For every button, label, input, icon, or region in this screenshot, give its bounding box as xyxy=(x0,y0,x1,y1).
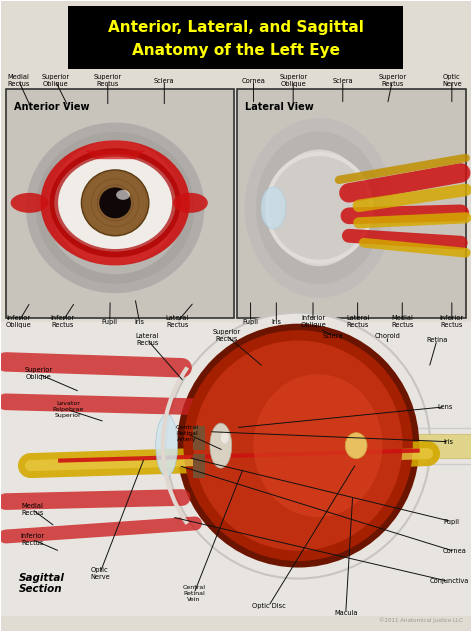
Text: Iris: Iris xyxy=(135,319,145,325)
Text: Lateral
Rectus: Lateral Rectus xyxy=(136,334,159,346)
Ellipse shape xyxy=(10,193,48,213)
Text: Superior
Rectus: Superior Rectus xyxy=(378,74,406,87)
Text: Cornea: Cornea xyxy=(242,78,265,83)
Ellipse shape xyxy=(267,154,371,262)
Ellipse shape xyxy=(254,374,383,517)
Text: Medial
Rectus: Medial Rectus xyxy=(391,315,413,329)
Text: Anterior, Lateral, and Sagittal: Anterior, Lateral, and Sagittal xyxy=(108,20,364,35)
Ellipse shape xyxy=(51,140,180,265)
Text: Inferior
Rectus: Inferior Rectus xyxy=(440,315,464,329)
Text: Sclera: Sclera xyxy=(332,78,353,83)
Text: Sagittal
Section: Sagittal Section xyxy=(18,573,64,594)
Ellipse shape xyxy=(116,190,130,200)
Text: Lateral
Rectus: Lateral Rectus xyxy=(346,315,369,329)
Ellipse shape xyxy=(99,187,131,218)
Bar xyxy=(408,428,474,464)
Ellipse shape xyxy=(36,132,194,284)
Text: Superior
Oblique: Superior Oblique xyxy=(279,74,307,87)
Text: Retina: Retina xyxy=(426,337,447,343)
Ellipse shape xyxy=(26,123,204,293)
Text: Anatomy of the Left Eye: Anatomy of the Left Eye xyxy=(132,43,340,58)
Ellipse shape xyxy=(345,433,367,459)
Ellipse shape xyxy=(271,149,367,266)
Text: Anterior View: Anterior View xyxy=(14,102,89,112)
Text: Superior
Rectus: Superior Rectus xyxy=(94,74,122,87)
Text: Sclera: Sclera xyxy=(322,333,343,339)
Text: Medial
Rectus: Medial Rectus xyxy=(8,74,30,87)
Bar xyxy=(193,426,205,449)
Text: Levator
Palpebrae
Superior: Levator Palpebrae Superior xyxy=(53,401,84,418)
Ellipse shape xyxy=(194,341,402,550)
Text: Central
Retinal
Vein: Central Retinal Vein xyxy=(182,585,206,602)
Text: Inferior
Rectus: Inferior Rectus xyxy=(20,533,45,546)
Text: Superior
Oblique: Superior Oblique xyxy=(24,367,53,380)
Text: Inferior
Rectus: Inferior Rectus xyxy=(50,315,74,329)
Bar xyxy=(6,88,234,318)
Text: Lateral
Rectus: Lateral Rectus xyxy=(165,315,189,329)
Ellipse shape xyxy=(210,423,232,468)
Text: Pupil: Pupil xyxy=(243,319,258,325)
Text: Cornea: Cornea xyxy=(443,549,467,554)
Polygon shape xyxy=(85,150,145,159)
Ellipse shape xyxy=(221,432,229,444)
Ellipse shape xyxy=(166,313,430,578)
Text: Macula: Macula xyxy=(334,611,357,616)
Ellipse shape xyxy=(261,187,286,229)
Text: ©2011 Anatomical Justice LLC: ©2011 Anatomical Justice LLC xyxy=(379,617,463,623)
Bar xyxy=(193,454,205,478)
Ellipse shape xyxy=(46,142,184,274)
Ellipse shape xyxy=(183,330,413,561)
Text: Medial
Rectus: Medial Rectus xyxy=(21,503,44,516)
Bar xyxy=(0,322,471,616)
Text: Optic
Nerve: Optic Nerve xyxy=(90,567,109,580)
Bar xyxy=(408,434,474,458)
Text: Superior
Rectus: Superior Rectus xyxy=(213,329,241,343)
Bar xyxy=(68,6,403,68)
Text: Central
Retinal
Artery: Central Retinal Artery xyxy=(175,425,199,442)
Ellipse shape xyxy=(82,170,149,236)
Ellipse shape xyxy=(245,118,393,298)
Text: Conjunctiva: Conjunctiva xyxy=(429,578,468,585)
Bar xyxy=(237,88,466,318)
Text: Lens: Lens xyxy=(437,404,453,410)
Text: Iris: Iris xyxy=(444,439,454,445)
Text: Inferior
Oblique: Inferior Oblique xyxy=(6,315,31,329)
Text: Pupil: Pupil xyxy=(444,518,460,525)
Ellipse shape xyxy=(156,415,178,477)
Text: Optic Disc: Optic Disc xyxy=(252,604,285,609)
Ellipse shape xyxy=(256,131,383,284)
Text: Optic
Nerve: Optic Nerve xyxy=(442,74,462,87)
Text: Iris: Iris xyxy=(271,319,282,325)
Ellipse shape xyxy=(177,324,419,568)
Text: Choroid: Choroid xyxy=(374,333,401,339)
Text: Inferior
Oblique: Inferior Oblique xyxy=(300,315,326,329)
Text: Lateral View: Lateral View xyxy=(245,102,313,112)
Text: Superior
Oblique: Superior Oblique xyxy=(41,74,69,87)
Ellipse shape xyxy=(173,193,208,213)
Text: Pupil: Pupil xyxy=(102,319,118,325)
Text: Sclera: Sclera xyxy=(154,78,174,83)
